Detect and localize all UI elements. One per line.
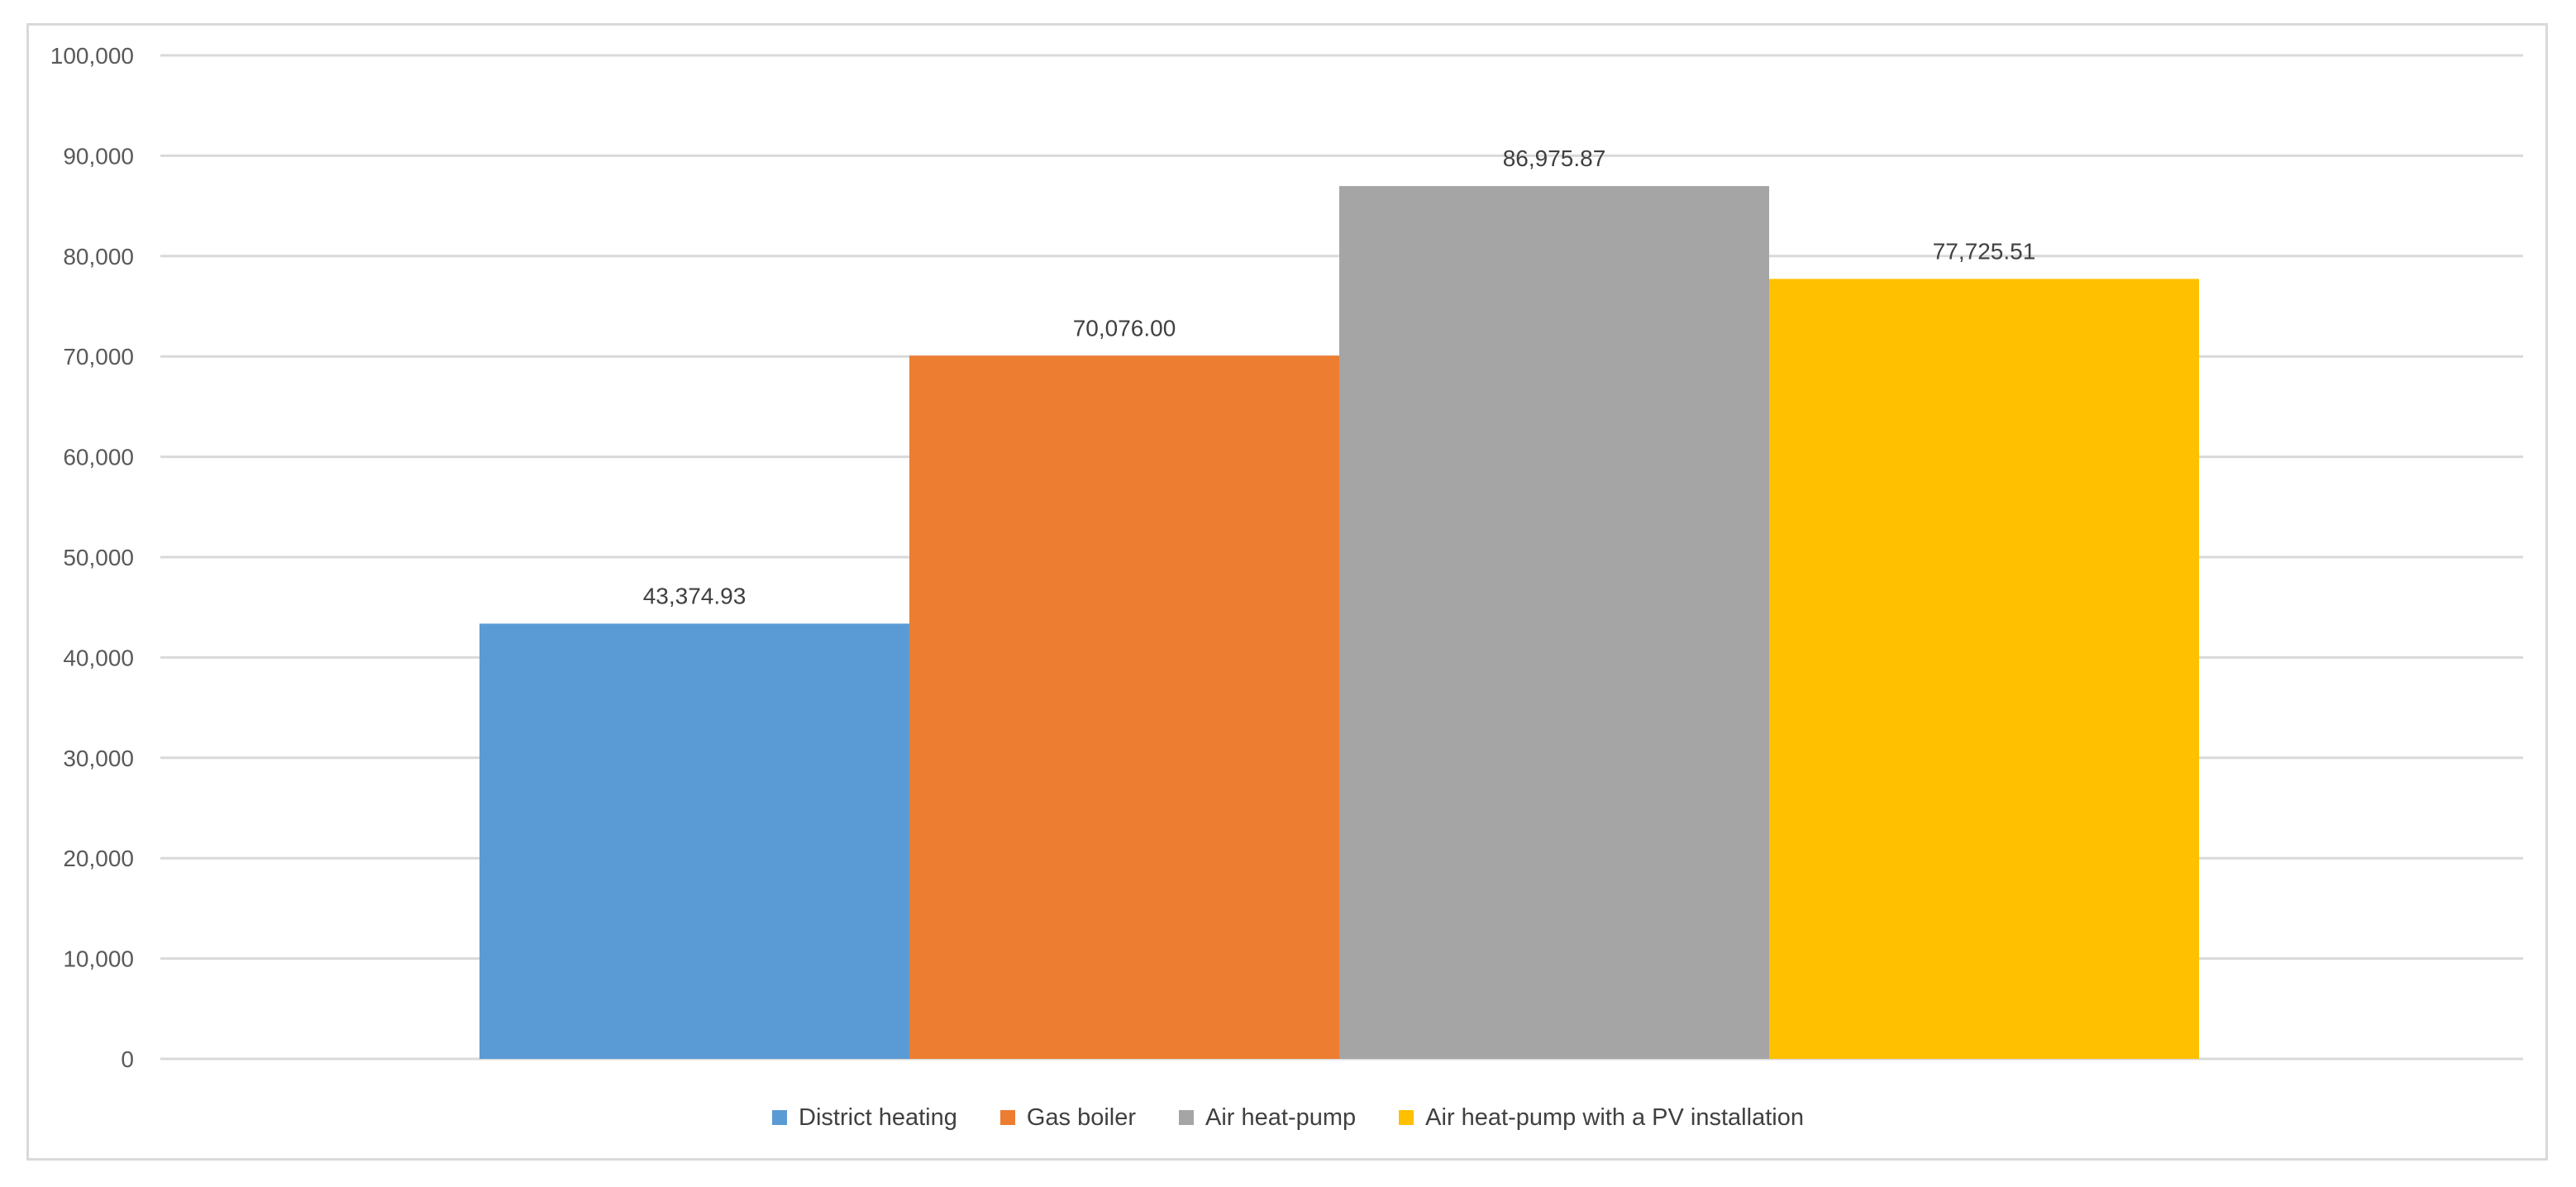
data-label: 77,725.51 bbox=[1933, 238, 2036, 264]
y-tick-label: 40,000 bbox=[63, 645, 134, 670]
y-tick-label: 50,000 bbox=[63, 545, 134, 570]
legend-label: Air heat-pump with a PV installation bbox=[1425, 1104, 1804, 1131]
legend-item: Air heat-pump bbox=[1179, 1104, 1356, 1132]
legend-swatch bbox=[1399, 1110, 1414, 1125]
legend-label: District heating bbox=[799, 1104, 957, 1131]
y-tick-label: 100,000 bbox=[50, 43, 134, 69]
bars bbox=[479, 186, 2199, 1060]
y-tick-label: 10,000 bbox=[63, 946, 134, 972]
y-tick-label: 90,000 bbox=[63, 143, 134, 169]
y-tick-label: 70,000 bbox=[63, 344, 134, 369]
y-tick-label: 20,000 bbox=[63, 846, 134, 871]
y-tick-label: 0 bbox=[121, 1046, 134, 1072]
legend-swatch bbox=[999, 1110, 1015, 1125]
y-tick-label: 30,000 bbox=[63, 746, 134, 771]
data-label: 43,374.93 bbox=[643, 583, 747, 608]
y-tick-label: 80,000 bbox=[63, 244, 134, 269]
legend-swatch bbox=[1179, 1110, 1195, 1125]
bar-gas-boiler bbox=[909, 355, 1339, 1060]
legend: District heating Gas boiler Air heat-pump A… bbox=[0, 1099, 2576, 1136]
legend-item: Gas boiler bbox=[999, 1104, 1137, 1132]
bar-air-heat-pump-with-a-pv-installation bbox=[1769, 279, 2199, 1059]
bar-air-heat-pump bbox=[1339, 186, 1769, 1060]
bar-district-heating bbox=[479, 623, 909, 1059]
legend-label: Gas boiler bbox=[1026, 1104, 1137, 1131]
legend-swatch bbox=[772, 1110, 788, 1125]
data-label: 86,975.87 bbox=[1503, 145, 1606, 171]
data-label: 70,076.00 bbox=[1073, 315, 1176, 341]
data-labels: 43,374.93 70,076.00 86,975.87 77,725.51 bbox=[643, 145, 2036, 608]
legend-item: Air heat-pump with a PV installation bbox=[1399, 1104, 1804, 1132]
legend-item: District heating bbox=[772, 1104, 957, 1132]
y-axis-tick-labels: 0 10,000 20,000 30,000 40,000 50,000 60,000 70,… bbox=[50, 43, 134, 1072]
y-tick-label: 60,000 bbox=[63, 445, 134, 470]
legend-label: Air heat-pump bbox=[1205, 1104, 1357, 1131]
